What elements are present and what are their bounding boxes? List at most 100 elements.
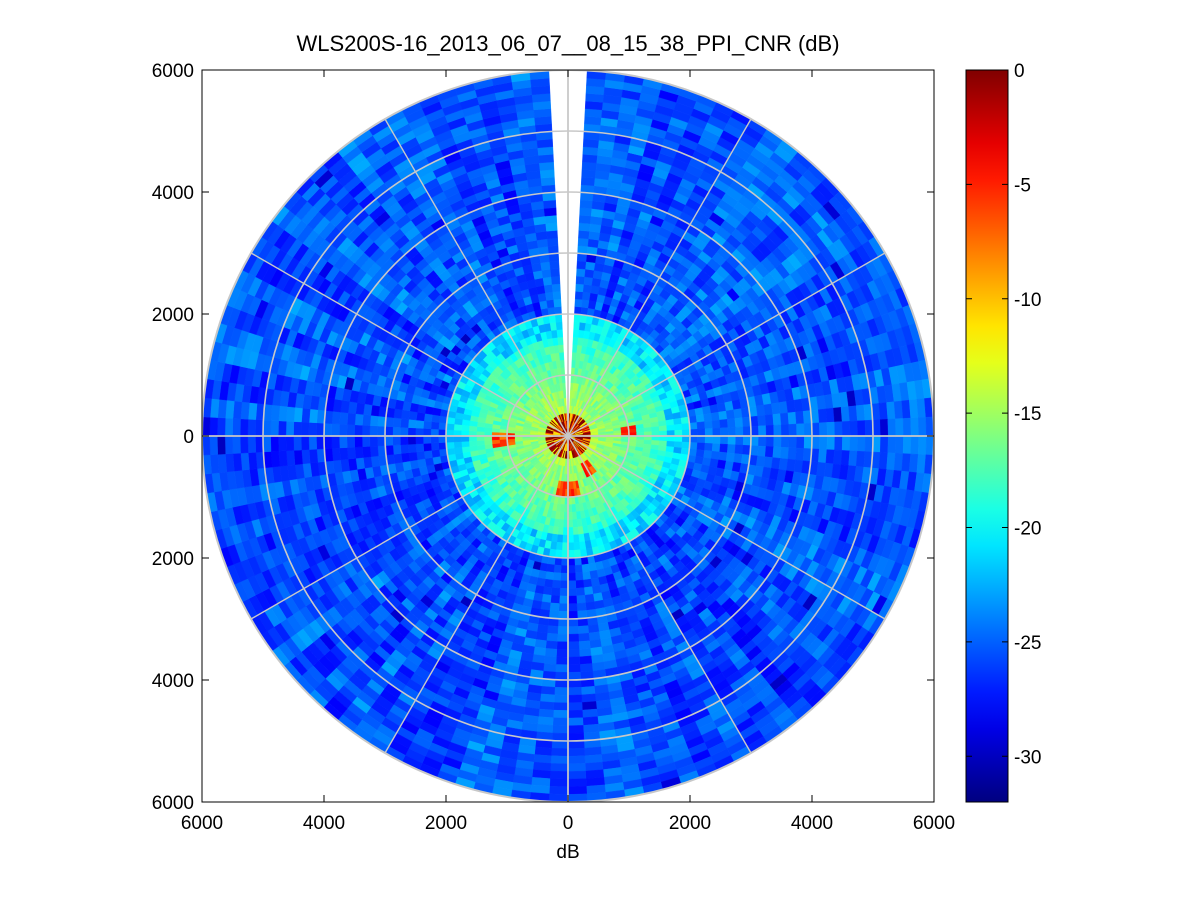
heatmap-cell: [454, 424, 462, 430]
heatmap-cell: [584, 747, 601, 756]
heatmap-cell: [636, 428, 644, 432]
heatmap-cell: [562, 550, 568, 558]
heatmap-cell: [574, 314, 581, 322]
heatmap-cell: [568, 748, 585, 756]
heatmap-cell: [554, 565, 562, 573]
heatmap-cell: [586, 602, 596, 611]
heatmap-cell: [401, 453, 410, 463]
heatmap-cell: [580, 208, 592, 217]
heatmap-cell: [233, 418, 241, 436]
heatmap-cell: [568, 779, 586, 787]
heatmap-cell: [461, 425, 469, 431]
heatmap-cell: [370, 415, 378, 426]
heatmap-cell: [286, 421, 294, 436]
heatmap-cell: [728, 436, 736, 445]
heatmap-cell: [666, 419, 674, 425]
heatmap-cell: [774, 425, 782, 436]
heatmap-cell: [559, 596, 568, 604]
heatmap-cell: [583, 724, 599, 733]
heatmap-cell: [583, 579, 592, 588]
heatmap-cell: [568, 573, 576, 581]
heatmap-cell: [551, 588, 560, 596]
heatmap-cell: [579, 223, 591, 231]
heatmap-cell: [278, 421, 286, 436]
heatmap-cell: [544, 579, 553, 588]
heatmap-cell: [461, 436, 469, 442]
heatmap-cell: [696, 415, 704, 423]
heatmap-cell: [758, 436, 766, 446]
heatmap-cell: [727, 418, 735, 427]
heatmap-cell: [667, 436, 675, 442]
heatmap-cell: [705, 443, 713, 451]
heatmap-cell: [644, 427, 652, 432]
heatmap-cell: [675, 436, 683, 442]
heatmap-cell: [385, 426, 393, 436]
heatmap-cell: [585, 269, 595, 278]
heatmap-cell: [588, 563, 596, 572]
heatmap-cell: [394, 454, 403, 464]
heatmap-cell: [225, 436, 233, 454]
heatmap-cell: [841, 450, 850, 465]
heatmap-cell: [728, 427, 736, 436]
heatmap-cell: [568, 680, 581, 688]
heatmap-cell: [553, 710, 568, 718]
heatmap-cell: [780, 447, 788, 459]
heatmap-cell: [461, 430, 469, 436]
heatmap-cell: [573, 527, 579, 535]
heatmap-cell: [454, 436, 462, 442]
heatmap-cell: [400, 436, 408, 445]
heatmap-cell: [568, 611, 578, 619]
heatmap-cell: [454, 442, 462, 448]
heatmap-cell: [294, 436, 302, 450]
heatmap-cell: [347, 413, 355, 425]
heatmap-cell: [736, 427, 744, 436]
heatmap-cell: [550, 779, 568, 787]
heatmap-cell: [408, 444, 416, 453]
heatmap-cell: [423, 428, 431, 436]
heatmap-cell: [835, 422, 843, 436]
heatmap-cell: [347, 436, 355, 448]
heatmap-cell: [674, 442, 682, 448]
heatmap-cell: [734, 409, 743, 419]
heatmap-cell: [651, 426, 659, 431]
heatmap-cell: [555, 672, 568, 680]
heatmap-cell: [553, 573, 561, 581]
heatmap-cell: [542, 594, 552, 603]
heatmap-cell: [233, 436, 241, 454]
heatmap-cell: [568, 626, 578, 634]
heatmap-cell: [758, 446, 766, 457]
heatmap-cell: [697, 422, 705, 430]
heatmap-cell: [658, 420, 666, 426]
heatmap-cell: [574, 322, 580, 330]
heatmap-cell: [554, 687, 568, 695]
heatmap-cell: [719, 411, 728, 420]
heatmap-cell: [561, 565, 568, 573]
heatmap-cell: [720, 419, 728, 428]
heatmap-cell: [248, 403, 257, 420]
heatmap-cell: [720, 436, 728, 444]
heatmap-cell: [576, 276, 585, 284]
heatmap-cell: [423, 436, 431, 444]
heatmap-cell: [705, 436, 713, 444]
heatmap-cell: [766, 436, 774, 447]
heatmap-cell: [804, 436, 812, 449]
heatmap-cell: [835, 436, 843, 450]
heatmap-cell: [568, 725, 584, 733]
heatmap-cell: [552, 580, 560, 588]
heatmap-cell: [918, 436, 926, 455]
heatmap-cell: [551, 756, 568, 764]
heatmap-cell: [734, 454, 743, 464]
heatmap-cell: [674, 424, 682, 430]
heatmap-cell: [888, 436, 896, 453]
heatmap-cell: [575, 291, 583, 299]
heatmap-cell: [544, 656, 556, 665]
heatmap-cell: [543, 664, 556, 673]
heatmap-cell: [582, 292, 590, 301]
heatmap-cell: [217, 418, 225, 436]
heatmap-cell: [423, 443, 431, 451]
heatmap-cell: [580, 664, 593, 673]
heatmap-cell: [579, 541, 586, 549]
heatmap-cell: [552, 733, 568, 741]
heatmap-cell: [431, 443, 439, 451]
heatmap-cell: [850, 436, 858, 451]
